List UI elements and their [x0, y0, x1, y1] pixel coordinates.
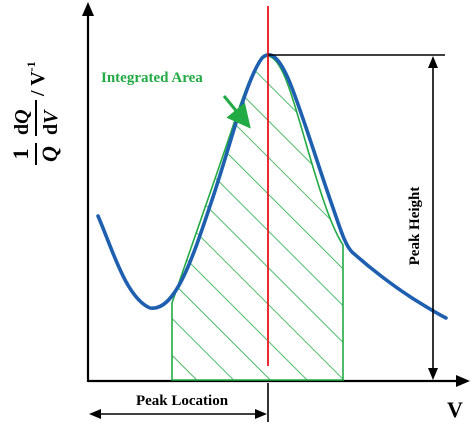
svg-text:1: 1: [8, 149, 33, 160]
svg-text:/ V-1: / V-1: [24, 61, 49, 97]
svg-text:dV: dV: [40, 109, 62, 135]
x-axis-label: V: [447, 397, 463, 422]
svg-text:Q: Q: [37, 146, 62, 162]
y-axis-arrowhead: [82, 2, 94, 16]
x-axis-arrowhead: [456, 375, 470, 387]
dqdv-curve: [96, 53, 448, 320]
svg-text:dQ: dQ: [11, 109, 33, 135]
integrated-area: [171, 55, 344, 381]
y-axis-label: 1 Q dQ dV / V-1: [8, 61, 62, 165]
peak-height-label: Peak Height: [407, 187, 423, 266]
integrated-area-label: Integrated Area: [101, 70, 203, 86]
integrated-area-pointer: [222, 95, 251, 129]
peak-location-label: Peak Location: [136, 393, 229, 409]
